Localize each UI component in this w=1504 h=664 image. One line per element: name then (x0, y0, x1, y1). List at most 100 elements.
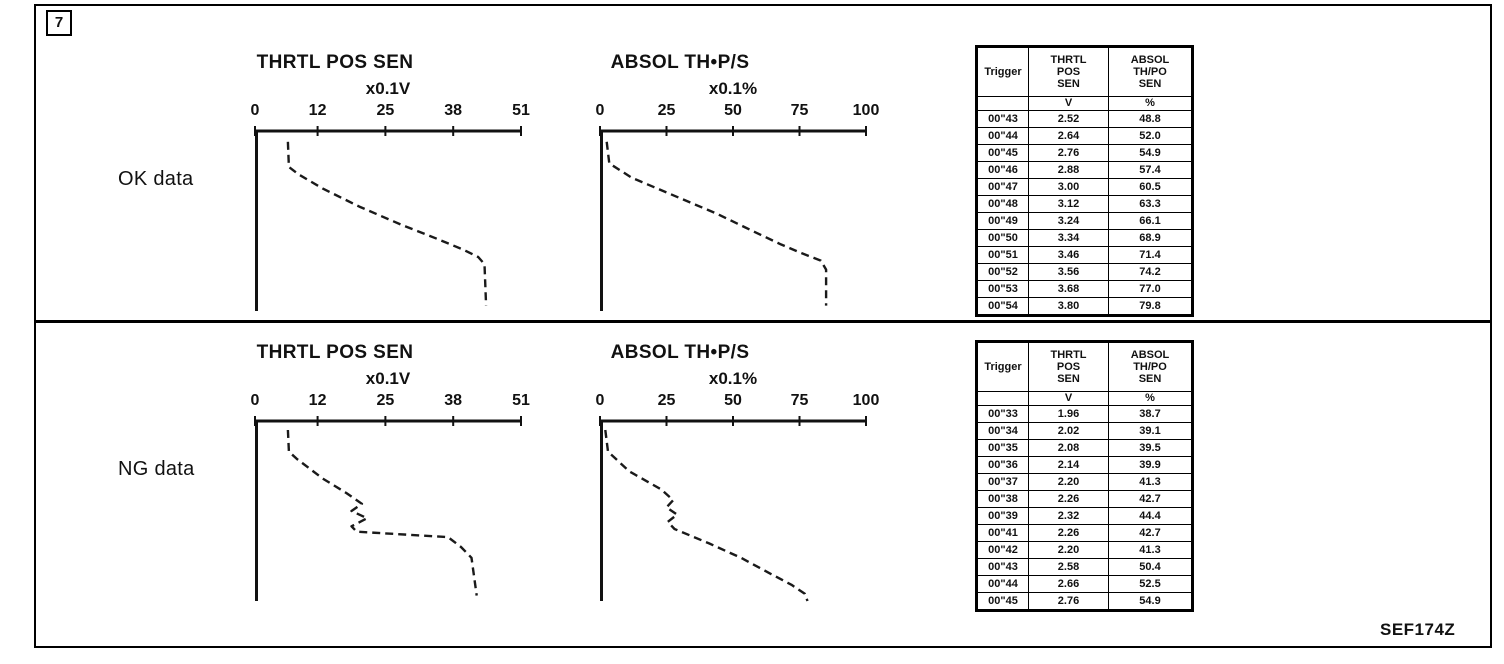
table-cell: 2.26 (1028, 524, 1109, 542)
table-cell: 39.5 (1108, 439, 1193, 457)
table-cell: 00"38 (976, 490, 1029, 508)
table-cell: 00"41 (976, 524, 1029, 542)
chart-scale-label: x0.1V (365, 79, 411, 98)
table-cell: 50.4 (1108, 558, 1193, 576)
table-cell: 41.3 (1108, 473, 1193, 491)
table-cell: 00"33 (976, 405, 1029, 423)
table-row: 00"41 2.26 42.7 (976, 524, 1193, 542)
table-cell: 54.9 (1108, 592, 1193, 611)
table-cell: 3.46 (1028, 246, 1109, 264)
table-cell: 2.52 (1028, 110, 1109, 128)
chart-scale-label: x0.1V (365, 369, 411, 388)
table-cell: 68.9 (1108, 229, 1193, 247)
chart-plot (254, 416, 522, 601)
table-cell: 2.08 (1028, 439, 1109, 457)
table-cell: 3.00 (1028, 178, 1109, 196)
axis-tick-label: 51 (512, 102, 530, 119)
table-cell: 00"49 (976, 212, 1029, 230)
section-divider (36, 320, 1490, 323)
table-cell: 79.8 (1108, 297, 1193, 316)
table-cell: 00"35 (976, 439, 1029, 457)
unit-blank (976, 96, 1029, 111)
table-cell: 74.2 (1108, 263, 1193, 281)
chart-axis-tick-labels: 0 12 25 38 51 (225, 102, 545, 120)
table-cell: 63.3 (1108, 195, 1193, 213)
axis-tick-label: 75 (790, 102, 809, 119)
table-cell: 3.34 (1028, 229, 1109, 247)
axis-tick-label: 0 (250, 392, 260, 409)
table-cell: 00"42 (976, 541, 1029, 559)
table-cell: 42.7 (1108, 490, 1193, 508)
table-cell: 42.7 (1108, 524, 1193, 542)
table-cell: 48.8 (1108, 110, 1193, 128)
axis-tick-label: 100 (852, 392, 880, 409)
figure-number: 7 (54, 14, 64, 31)
axis-tick-label: 51 (512, 392, 530, 409)
axis-tick-label: 12 (308, 392, 327, 409)
axis-tick-label: 25 (376, 102, 395, 119)
figure-number-box: 7 (46, 10, 72, 36)
table-row: 00"44 2.64 52.0 (976, 127, 1193, 145)
table-cell: 00"48 (976, 195, 1029, 213)
table-cell: 2.58 (1028, 558, 1109, 576)
table-row: 00"43 2.58 50.4 (976, 558, 1193, 576)
table-cell: 2.26 (1028, 490, 1109, 508)
table-cell: 00"45 (976, 144, 1029, 162)
col-header-absol-th-po-sen: ABSOL TH/PO SEN (1108, 46, 1193, 97)
table-row: 00"53 3.68 77.0 (976, 280, 1193, 298)
col-header-trigger: Trigger (976, 46, 1029, 97)
table-cell: 41.3 (1108, 541, 1193, 559)
unit-volts: V (1028, 391, 1109, 406)
unit-volts: V (1028, 96, 1109, 111)
unit-blank (976, 391, 1029, 406)
table-row: 00"45 2.76 54.9 (976, 592, 1193, 611)
axis-tick-label: 0 (595, 102, 605, 119)
section-label-ng: NG data (118, 458, 195, 480)
table-row: 00"47 3.00 60.5 (976, 178, 1193, 196)
table-cell: 3.12 (1028, 195, 1109, 213)
axis-tick-label: 38 (444, 102, 463, 119)
chart-axis-tick-labels: 0 12 25 38 51 (225, 392, 545, 410)
table-cell: 00"43 (976, 558, 1029, 576)
table-cell: 00"34 (976, 422, 1029, 440)
table-cell: 2.32 (1028, 507, 1109, 525)
table-cell: 00"44 (976, 127, 1029, 145)
table-row: 00"34 2.02 39.1 (976, 422, 1193, 440)
table-cell: 52.0 (1108, 127, 1193, 145)
axis-tick-label: 25 (657, 102, 676, 119)
chart-scale-label: x0.1% (708, 369, 758, 388)
table-cell: 00"51 (976, 246, 1029, 264)
table-row: 00"37 2.20 41.3 (976, 473, 1193, 491)
table-cell: 00"39 (976, 507, 1029, 525)
table-row: 00"48 3.12 63.3 (976, 195, 1193, 213)
chart-ng-thrtl-pos-sen: THRTL POS SEN x0.1V 0 12 25 38 51 (225, 342, 545, 622)
table-cell: 38.7 (1108, 405, 1193, 423)
chart-axis-tick-labels: 0 25 50 75 100 (570, 392, 890, 410)
axis-tick-label: 12 (308, 102, 327, 119)
col-header-thrtl-pos-sen: THRTL POS SEN (1028, 46, 1109, 97)
axis-tick-label: 25 (376, 392, 395, 409)
data-curve (604, 429, 809, 602)
table-cell: 54.9 (1108, 144, 1193, 162)
table-row: 00"52 3.56 74.2 (976, 263, 1193, 281)
table-cell: 3.24 (1028, 212, 1109, 230)
table-row: 00"54 3.80 79.8 (976, 297, 1193, 316)
chart-title: ABSOL TH•P/S (610, 342, 750, 363)
axis-tick-label: 25 (657, 392, 676, 409)
table-row: 00"42 2.20 41.3 (976, 541, 1193, 559)
col-header-trigger: Trigger (976, 341, 1029, 392)
table-cell: 2.76 (1028, 592, 1109, 611)
table-cell: 00"53 (976, 280, 1029, 298)
unit-percent: % (1108, 96, 1193, 111)
table-cell: 00"43 (976, 110, 1029, 128)
chart-ok-thrtl-pos-sen: THRTL POS SEN x0.1V 0 12 25 38 51 (225, 52, 545, 332)
data-curve (286, 429, 478, 596)
table-cell: 3.56 (1028, 263, 1109, 281)
axis-tick-label: 0 (250, 102, 260, 119)
figure-border (34, 4, 1492, 648)
table-cell: 00"50 (976, 229, 1029, 247)
table-cell: 2.20 (1028, 541, 1109, 559)
chart-ng-absol-th-ps: ABSOL TH•P/S x0.1% 0 25 50 75 100 (570, 342, 890, 622)
table-cell: 2.64 (1028, 127, 1109, 145)
axis-tick-label: 38 (444, 392, 463, 409)
